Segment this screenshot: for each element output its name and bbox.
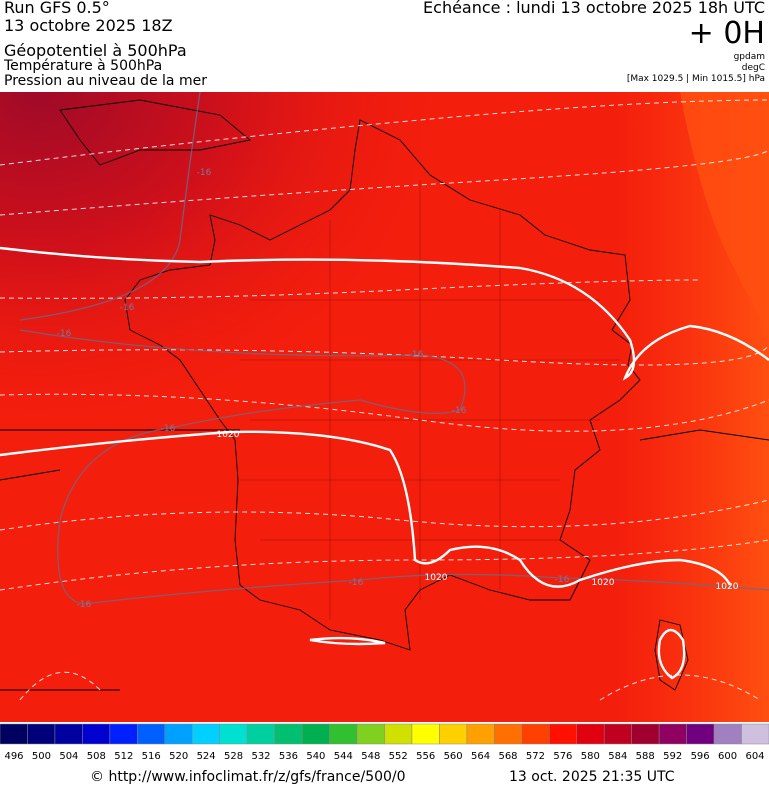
field-1: Géopotentiel à 500hPa [4, 41, 187, 60]
colorbar-swatch [384, 723, 413, 745]
colorbar-label: 552 [389, 751, 408, 762]
isotherm-label: -16 [349, 578, 364, 588]
colorbar-label: 516 [142, 751, 161, 762]
colorbar-swatch [439, 723, 468, 745]
map: 1020 1020 1020 1020 -16 -16 -16 -16 -16 -16 -16 -16… [0, 92, 769, 722]
colorbar-label: 580 [581, 751, 600, 762]
colorbar-swatch [301, 723, 330, 745]
colorbar-label: 544 [334, 751, 353, 762]
colorbar-swatch [576, 723, 605, 745]
colorbar-swatch [274, 723, 303, 745]
isotherm-label: -16 [77, 600, 92, 610]
colorbar-label: 600 [718, 751, 737, 762]
coastlines [0, 99, 769, 691]
isotherm-label: -16 [197, 168, 212, 178]
footer-date: 13 oct. 2025 21:35 UTC [509, 769, 675, 785]
colorbar-swatch [192, 723, 220, 745]
colorbar-swatch [466, 723, 495, 745]
isotherm-label: -16 [57, 329, 72, 339]
map-labels: 1020 1020 1020 1020 -16 -16 -16 -16 -16 -16 -16 -16… [57, 168, 739, 610]
colorbar-label: 560 [444, 751, 463, 762]
colorbar: 496 500 504 508 512 516 520 524 528 532 536 540 544 5… [0, 723, 769, 762]
isotherm-label: -16 [555, 575, 570, 585]
colorbar-swatch [137, 723, 166, 745]
colorbar-label: 524 [197, 751, 216, 762]
footer-source: © http://www.infoclimat.fr/z/gfs/france/… [90, 769, 406, 785]
colorbar-label: 564 [471, 751, 490, 762]
colorbar-swatch [219, 723, 248, 745]
unit-hpa: [Max 1029.5 | Min 1015.5] hPa [627, 74, 765, 84]
colorbar-swatch [411, 723, 440, 745]
colorbar-swatch [329, 723, 358, 745]
colorbar-label: 588 [636, 751, 655, 762]
colorbar-swatch [549, 723, 577, 745]
colorbar-label: 568 [498, 751, 517, 762]
colorbar-swatch [246, 723, 275, 745]
colorbar-swatch [631, 723, 660, 745]
colorbar-label: 576 [553, 751, 572, 762]
colorbar-swatch [494, 723, 523, 745]
colorbar-label: 596 [691, 751, 710, 762]
colorbar-swatch [54, 723, 83, 745]
colorbar-label: 512 [114, 751, 133, 762]
isotherm-label: -16 [120, 303, 135, 313]
colorbar-swatch [109, 723, 138, 745]
colorbar-swatch [27, 723, 56, 745]
colorbar-label: 556 [416, 751, 435, 762]
colorbar-label: 584 [608, 751, 627, 762]
colorbar-swatch [603, 723, 632, 745]
offset: + 0H [689, 16, 765, 51]
colorbar-label: 532 [251, 751, 270, 762]
colorbar-label: 528 [224, 751, 243, 762]
colorbar-label: 496 [4, 751, 23, 762]
colorbar-swatch [713, 723, 742, 745]
unit-gpdam: gpdam [734, 52, 765, 62]
colorbar-label: 520 [169, 751, 188, 762]
colorbar-label: 604 [745, 751, 764, 762]
region-borders [240, 180, 620, 620]
field-3: Pression au niveau de la mer [4, 73, 207, 89]
echeance: Echéance : lundi 13 octobre 2025 18h UTC [423, 0, 765, 17]
unit-degc: degC [742, 63, 765, 73]
colorbar-label: 548 [361, 751, 380, 762]
colorbar-label: 500 [32, 751, 51, 762]
run-date: 13 octobre 2025 18Z [4, 16, 173, 35]
run-title: Run GFS 0.5° [4, 0, 110, 17]
colorbar-swatch [741, 723, 769, 745]
isobar-label: 1020 [592, 578, 615, 588]
isobar-label: 1020 [425, 573, 448, 583]
field-2: Température à 500hPa [3, 58, 162, 74]
colorbar-label: 508 [87, 751, 106, 762]
colorbar-swatch [82, 723, 111, 745]
colorbar-label: 572 [526, 751, 545, 762]
isotherms [19, 92, 769, 605]
colorbar-label: 504 [59, 751, 78, 762]
colorbar-swatch [658, 723, 687, 745]
isobars [0, 246, 769, 680]
colorbar-swatch [164, 723, 193, 745]
isobar-label: 1020 [217, 430, 240, 440]
colorbar-swatch [356, 723, 385, 745]
isotherm-label: -16 [161, 424, 176, 434]
colorbar-label: 540 [306, 751, 325, 762]
colorbar-swatch [0, 723, 28, 745]
isotherm-label: -16 [409, 350, 424, 360]
colorbar-label: 592 [663, 751, 682, 762]
colorbar-swatch [686, 723, 715, 745]
colorbar-label: 536 [279, 751, 298, 762]
isotherm-label: -16 [452, 406, 467, 416]
isobar-label: 1020 [716, 582, 739, 592]
colorbar-swatch [521, 723, 550, 745]
